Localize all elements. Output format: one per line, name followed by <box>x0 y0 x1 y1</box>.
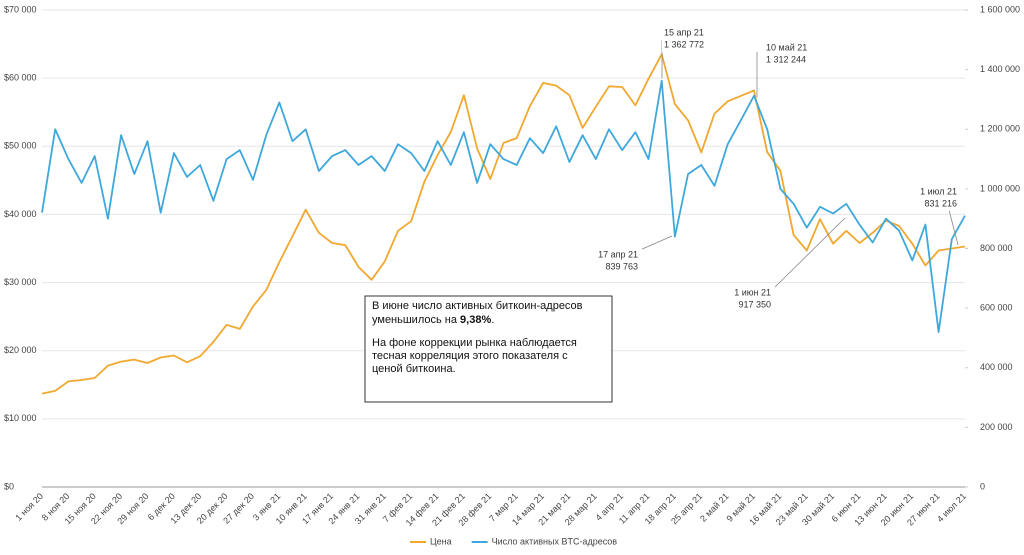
annotation-value: 1 312 244 <box>766 54 806 64</box>
legend-label: Число активных BTC-адресов <box>492 536 618 546</box>
y2-tick-label: 200 000 <box>980 422 1013 432</box>
note-text: На фоне коррекции рынка наблюдается <box>372 337 577 349</box>
annotation-value: 917 350 <box>738 299 771 309</box>
note-text: В июне число активных биткоин-адресов <box>372 300 583 312</box>
legend-label: Цена <box>430 536 452 546</box>
y-tick-label: $40 000 <box>4 209 37 219</box>
note-text: тесная корреляция этого показателя с <box>372 350 568 362</box>
annotation-leader <box>639 235 673 251</box>
y2-tick-label: 600 000 <box>980 303 1013 313</box>
y2-tick-label: 1 000 000 <box>980 183 1020 193</box>
annotation-date: 17 апр 21 <box>598 249 638 259</box>
annotation-date: 1 июн 21 <box>734 287 771 297</box>
y2-tick-label: 1 200 000 <box>980 124 1020 134</box>
annotation-bg <box>909 185 961 211</box>
y-tick-label: $10 000 <box>4 413 37 423</box>
annotation-date: 10 май 21 <box>766 42 807 52</box>
note-text: уменьшилось на <box>372 314 460 326</box>
annotation-leader <box>773 217 846 289</box>
y2-tick-label: 1 600 000 <box>980 4 1020 14</box>
annotation-bg <box>764 41 816 67</box>
annotation-value: 1 362 772 <box>664 39 704 49</box>
note-text: 9,38% <box>460 314 491 326</box>
annotation-bg <box>723 286 775 312</box>
y-tick-label: $60 000 <box>4 73 37 83</box>
y-tick-label: $50 000 <box>4 141 37 151</box>
series-line <box>41 53 966 395</box>
note-text: ценой биткоина. <box>372 363 456 375</box>
y2-tick-label: 0 <box>980 481 985 491</box>
y2-tick-label: 400 000 <box>980 362 1013 372</box>
annotation-bg <box>590 248 642 274</box>
annotation-value: 831 216 <box>924 198 957 208</box>
note-text: . <box>491 314 494 326</box>
annotation-date: 1 июл 21 <box>920 186 957 196</box>
y-tick-label: $0 <box>4 481 14 491</box>
series-line <box>41 79 966 333</box>
y-tick-label: $70 000 <box>4 4 37 14</box>
y-tick-label: $30 000 <box>4 277 37 287</box>
note-box: В июне число активных биткоин-адресов уме… <box>364 295 613 403</box>
note-text: уменьшилось на 9,38%. <box>372 314 494 326</box>
y2-tick-label: 1 400 000 <box>980 64 1020 74</box>
annotation-value: 839 763 <box>605 261 638 271</box>
annotation-date: 15 апр 21 <box>664 27 704 37</box>
y-tick-label: $20 000 <box>4 345 37 355</box>
annotation-bg <box>662 26 714 52</box>
note-frame <box>364 295 613 403</box>
y2-tick-label: 800 000 <box>980 243 1013 253</box>
annotation-leader <box>947 205 959 246</box>
